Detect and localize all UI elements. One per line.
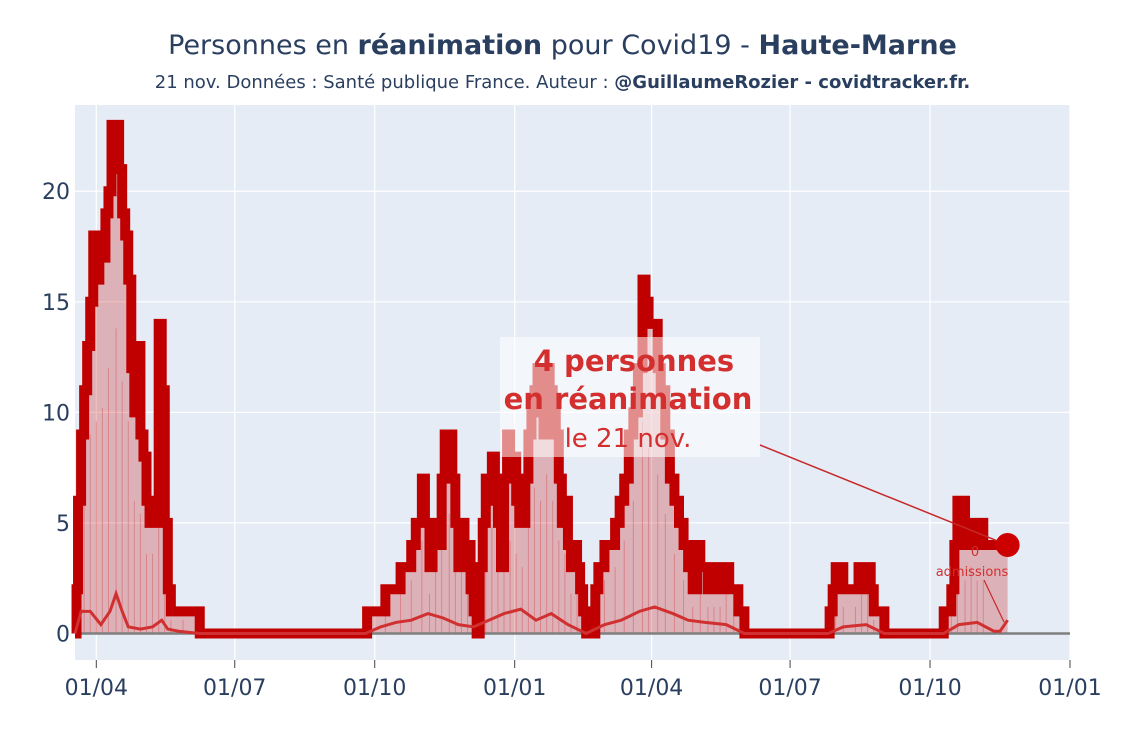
x-tick-label: 01/04 (620, 676, 683, 701)
y-tick-label: 10 (42, 401, 70, 426)
annotation-line-2: en réanimation (504, 382, 753, 416)
admissions-line (73, 589, 1009, 636)
annotation-arrow (759, 444, 1008, 546)
annotation-box (500, 337, 760, 457)
annotation-line-1: 4 personnes (534, 344, 734, 378)
y-tick-label: 20 (42, 180, 70, 205)
admissions-label-2: admissions (936, 565, 1009, 580)
chart-subtitle: 21 nov. Données : Santé publique France.… (0, 72, 1125, 93)
x-tick-label: 01/04 (65, 676, 128, 701)
chart-title: Personnes en réanimation pour Covid19 - … (0, 30, 1125, 61)
admissions-arrow (983, 579, 1005, 623)
x-tick-label: 01/07 (203, 676, 266, 701)
x-tick-label: 01/10 (898, 676, 961, 701)
current-value-marker (995, 533, 1020, 558)
annotation-line-3: le 21 nov. (565, 424, 692, 454)
y-tick-label: 5 (56, 512, 70, 537)
y-tick-label: 15 (42, 291, 70, 316)
subtitle-author: @GuillaumeRozier - covidtracker.fr. (614, 72, 971, 93)
y-axis: 0 5 10 15 20 (42, 180, 70, 647)
x-tick-label: 01/07 (758, 676, 821, 701)
icu-area-fill (75, 124, 1008, 634)
title-region: Haute-Marne (758, 30, 957, 61)
title-middle: pour Covid19 - (542, 30, 759, 61)
x-tick-label: 01/01 (483, 676, 546, 701)
subtitle-text: 21 nov. Données : Santé publique France.… (154, 72, 615, 93)
x-axis: 01/04 01/07 01/10 01/01 01/04 01/07 01/10 01/01 (65, 660, 1102, 701)
x-tick-label: 01/01 (1038, 676, 1101, 701)
y-tick-label: 0 (56, 622, 70, 647)
x-tick-label: 01/10 (343, 676, 406, 701)
title-prefix: Personnes en (168, 30, 358, 61)
title-bold-word: réanimation (357, 30, 543, 61)
grid-lines (75, 105, 1071, 660)
admissions-label-1: 0 (971, 545, 979, 560)
